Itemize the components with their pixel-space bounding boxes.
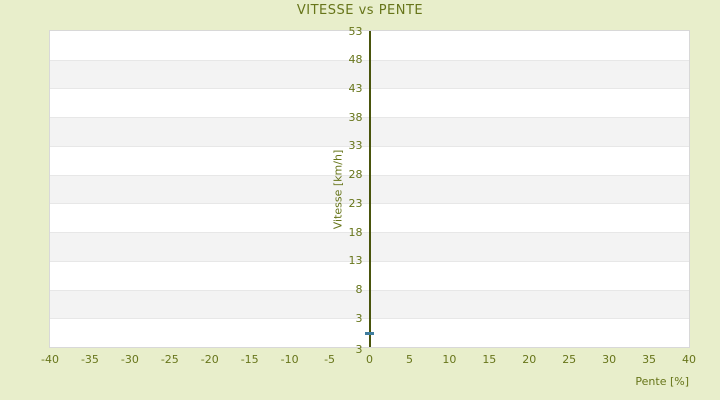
x-tick-label: 0 — [366, 353, 373, 366]
x-tick-label: -35 — [80, 353, 99, 366]
y-tick-label: 8 — [355, 283, 363, 297]
data-point-marker — [365, 332, 374, 336]
x-tick-label: 5 — [405, 353, 413, 366]
x-tick-label: -30 — [120, 353, 139, 366]
y-axis-line — [368, 31, 371, 347]
y-tick-label: 23 — [348, 196, 363, 210]
x-tick-label: 20 — [522, 353, 537, 366]
x-tick-label: -10 — [280, 353, 299, 366]
x-tick-label: 15 — [482, 353, 497, 366]
y-tick-label: 28 — [348, 168, 363, 182]
chart-title: VITESSE vs PENTE — [296, 3, 424, 18]
x-tick-label: -40 — [41, 353, 59, 366]
x-tick-label: -15 — [240, 353, 259, 366]
x-tick-label: 30 — [602, 353, 617, 366]
y-tick-label: 53 — [348, 24, 363, 38]
y-tick-label: 13 — [348, 254, 363, 268]
x-tick-label: 40 — [682, 353, 696, 366]
y-tick-label: 38 — [348, 110, 363, 124]
y-tick-label: 18 — [348, 225, 363, 239]
y-tick-label: 33 — [348, 139, 363, 153]
y-tick-label: 48 — [348, 53, 363, 67]
y-axis-title: Vitesse [km/h] — [331, 149, 345, 230]
y-tick-label: 3 — [355, 311, 363, 325]
x-axis-title: Pente [%] — [635, 375, 689, 388]
x-tick-label: -20 — [200, 353, 219, 366]
y-tick-label: 43 — [348, 81, 363, 95]
y-tick-label: 3 — [355, 342, 363, 356]
x-tick-label: -25 — [160, 353, 179, 366]
x-tick-label: 25 — [562, 353, 577, 366]
x-tick-label: -5 — [324, 353, 336, 366]
x-tick-label: 35 — [642, 353, 657, 366]
x-tick-label: 10 — [442, 353, 457, 366]
